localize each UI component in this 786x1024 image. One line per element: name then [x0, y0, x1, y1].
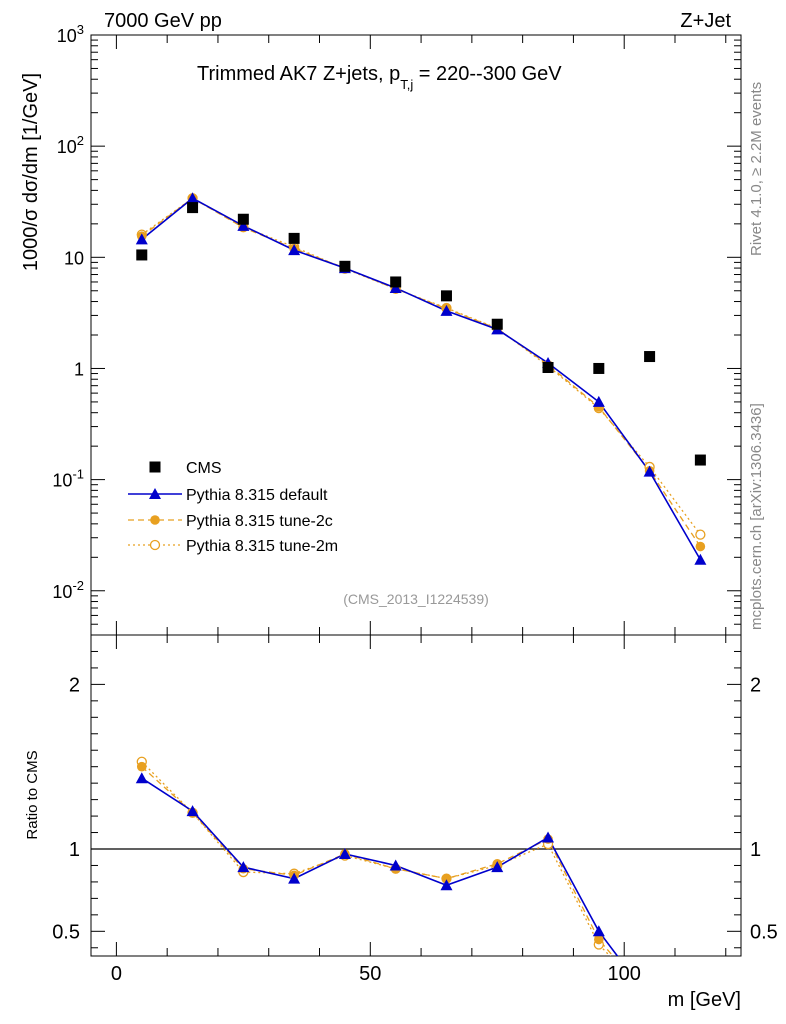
data-point — [135, 772, 148, 784]
data-point — [643, 465, 656, 477]
data-point — [187, 202, 199, 214]
plot-title: Trimmed AK7 Z+jets, pT,j = 220--300 GeV — [197, 63, 562, 92]
x-tick-label: 0 — [111, 963, 122, 985]
series-line — [141, 197, 702, 561]
data-point — [694, 553, 707, 565]
data-point — [440, 304, 453, 316]
y-tick-label: 10 — [64, 248, 84, 268]
y-tick-label: 10-2 — [52, 578, 84, 602]
data-point — [491, 861, 504, 873]
ratio-axis-label: Ratio to CMS — [24, 750, 41, 839]
data-point — [592, 925, 605, 937]
data-point — [149, 488, 161, 499]
legend-label-cms: CMS — [186, 460, 222, 477]
data-point — [592, 395, 605, 407]
ratio-tick-label-right: 1 — [750, 839, 761, 861]
x-tick-label: 100 — [608, 963, 641, 985]
data-point — [440, 290, 452, 302]
legend: CMS Pythia 8.315 default Pythia 8.315 tu… — [128, 460, 338, 555]
y-tick-label: 102 — [57, 133, 84, 157]
ratio-line — [141, 777, 619, 956]
ratio-series — [135, 756, 619, 956]
data-point — [695, 529, 706, 540]
data-point — [339, 260, 351, 272]
data-point — [186, 192, 199, 204]
data-point — [136, 249, 148, 261]
rivet-label: Rivet 4.1.0, ≥ 2.2M events — [748, 82, 765, 256]
data-point — [150, 515, 160, 525]
data-point — [594, 934, 604, 945]
data-point — [136, 761, 147, 772]
data-point — [338, 847, 351, 859]
data-point — [390, 276, 402, 288]
ratio-tick-label: 0.5 — [52, 921, 80, 943]
ratio-tick-label-right: 2 — [750, 674, 761, 696]
data-point — [237, 213, 249, 225]
data-point — [542, 362, 554, 374]
mcplots-label: mcplots.cern.ch [arXiv:1306.3436] — [748, 403, 765, 630]
y-tick-label: 1 — [74, 359, 84, 379]
data-point — [149, 539, 161, 551]
ratio-tick-label: 1 — [69, 839, 80, 861]
ratio-tick-label: 2 — [69, 674, 80, 696]
data-point — [288, 244, 301, 256]
y-tick-labels: 10-2 10-1 1 10 102 103 — [52, 22, 84, 602]
series-line — [141, 197, 701, 536]
x-axis-label: m [GeV] — [668, 989, 741, 1011]
legend-label-tune2c: Pythia 8.315 tune-2c — [186, 513, 333, 530]
data-point — [694, 454, 706, 466]
x-tick-labels: 0 50 100 — [111, 963, 641, 985]
data-point — [149, 461, 161, 473]
ratio-tick-label-right: 0.5 — [750, 921, 778, 943]
data-point — [440, 879, 453, 891]
data-point — [135, 233, 148, 245]
analysis-id: (CMS_2013_I1224539) — [343, 591, 489, 607]
data-point — [186, 805, 199, 817]
main-series — [135, 192, 707, 565]
data-point — [542, 831, 555, 843]
legend-label-tune2m: Pythia 8.315 tune-2m — [186, 538, 338, 555]
axis-ticks — [91, 34, 741, 956]
ratio-line — [141, 761, 611, 956]
ratio-line — [141, 766, 614, 956]
header-right: Z+Jet — [680, 10, 731, 32]
legend-label-default: Pythia 8.315 default — [186, 487, 328, 504]
x-tick-label: 50 — [359, 963, 381, 985]
data-point — [288, 872, 301, 884]
data-point — [593, 362, 605, 374]
y-axis-label: 1000/σ dσ/dm [1/GeV] — [20, 73, 42, 271]
y-tick-label: 10-1 — [52, 467, 84, 491]
y-tick-label: 103 — [57, 22, 84, 46]
legend-markers — [128, 461, 182, 551]
data-point — [288, 232, 300, 244]
data-point — [237, 861, 250, 873]
header-left: 7000 GeV pp — [104, 10, 222, 32]
data-point — [491, 318, 503, 330]
data-point — [389, 859, 402, 871]
data-point — [237, 219, 250, 231]
ratio-tick-labels: 0.5 1 2 0.5 1 2 — [52, 674, 778, 943]
ratio-plot-frame — [90, 634, 742, 957]
data-point — [644, 351, 656, 363]
data-point — [441, 873, 452, 884]
data-point — [695, 541, 706, 552]
